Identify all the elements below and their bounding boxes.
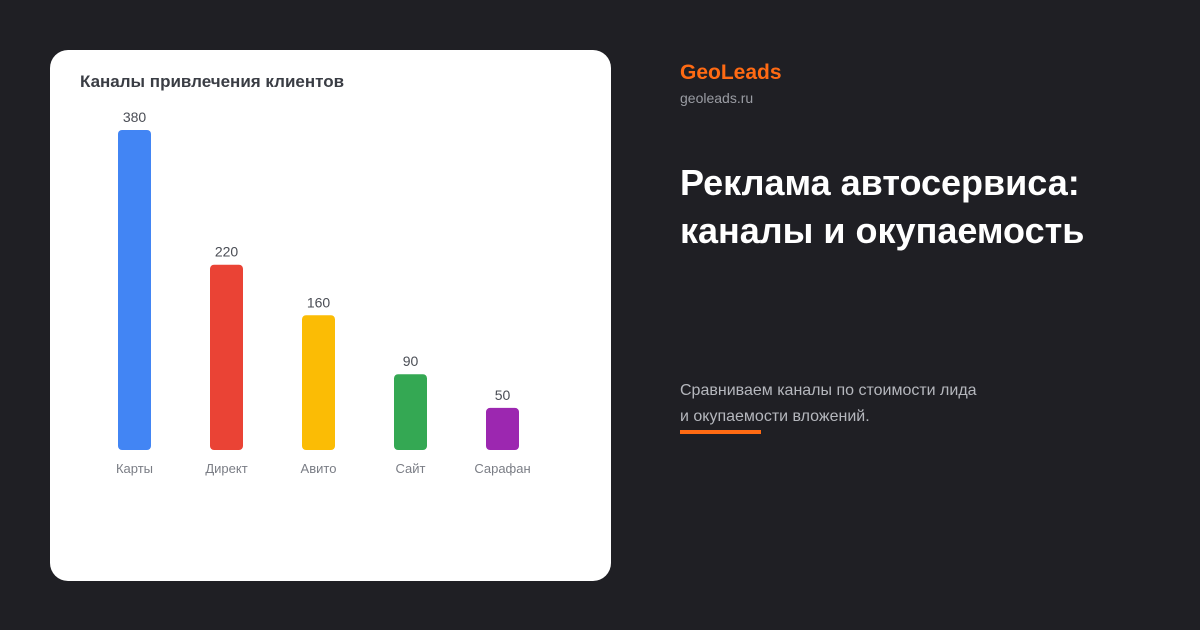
chart-card: Каналы привлечения клиентов 380 Карты 220 Д… bbox=[50, 50, 611, 581]
bar-value-label: 90 bbox=[403, 353, 419, 369]
bar-value-label: 380 bbox=[123, 109, 147, 125]
bar-3 bbox=[302, 315, 335, 450]
bar-value-label: 220 bbox=[215, 244, 239, 260]
bar-1 bbox=[118, 130, 151, 450]
brand-domain: geoleads.ru bbox=[680, 90, 754, 106]
category-label: Карты bbox=[116, 461, 153, 476]
chart-title: Каналы привлечения клиентов bbox=[80, 72, 345, 91]
accent-underline bbox=[680, 430, 761, 434]
bar-5 bbox=[486, 407, 519, 450]
category-label: Сарафан bbox=[474, 461, 530, 476]
bar-value-label: 50 bbox=[495, 387, 511, 403]
bar-value-label: 160 bbox=[307, 294, 331, 310]
bar-4 bbox=[394, 374, 427, 450]
brand-name: GeoLeads bbox=[680, 61, 782, 84]
page-headline: Реклама автосервиса: каналы и окупаемост… bbox=[680, 162, 1085, 251]
bar-chart: 380 Карты 220 Директ 160 Авито 90 Сайт 50 Сарафан bbox=[116, 109, 531, 476]
category-label: Сайт bbox=[396, 461, 426, 476]
category-label: Авито bbox=[301, 461, 337, 476]
info-panel: GeoLeads geoleads.ru Реклама автосервиса… bbox=[680, 0, 1160, 630]
bar-2 bbox=[210, 264, 243, 450]
page-subtitle: Сравниваем каналы по стоимости лида и ок… bbox=[680, 382, 977, 425]
category-label: Директ bbox=[205, 461, 247, 476]
